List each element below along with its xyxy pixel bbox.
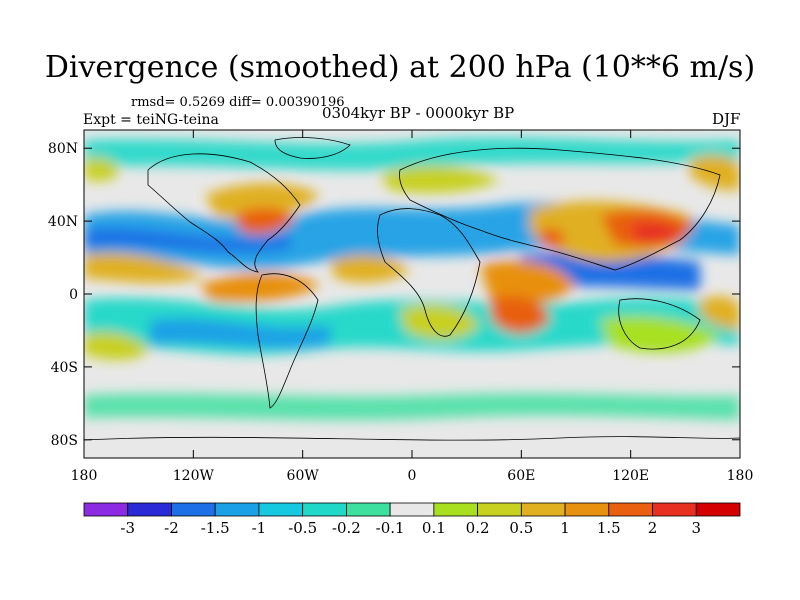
colorbar-swatch xyxy=(345,502,391,517)
colorbar-swatch xyxy=(520,502,566,517)
colorbar-swatch xyxy=(564,502,610,517)
period-label: 0304kyr BP - 0000kyr BP xyxy=(322,104,515,122)
latitude-axis: 80N 40N 0 40S 80S xyxy=(48,141,740,449)
colorbar-label: 0.1 xyxy=(422,519,446,537)
season-label: DJF xyxy=(712,110,741,128)
lon-tick-label: 60E xyxy=(507,468,535,484)
lon-tick-label: 120E xyxy=(612,468,649,484)
colorbar-swatch xyxy=(608,502,653,517)
colorbar-swatch xyxy=(433,502,479,517)
colorbar-swatch xyxy=(214,502,260,517)
lat-tick-label: 40N xyxy=(48,214,78,230)
colorbar-swatch xyxy=(258,502,304,517)
experiment-label: Expt = teiNG-teina xyxy=(83,112,219,128)
colorbar-swatch xyxy=(695,502,741,517)
colorbar-swatch xyxy=(389,502,435,517)
stats-text: rmsd= 0.5269 diff= 0.00390196 xyxy=(131,95,345,110)
colorbar-label: -2 xyxy=(164,519,179,537)
longitude-axis: 180 120W 60W 0 60E 120E 180 xyxy=(71,130,754,484)
lat-tick-label: 80S xyxy=(51,433,78,449)
colorbar-label: -0.2 xyxy=(332,519,361,537)
coastlines xyxy=(84,137,740,441)
colorbar-label: -1.5 xyxy=(201,519,230,537)
colorbar-swatch xyxy=(477,502,522,517)
colorbar-label: -3 xyxy=(120,519,135,537)
colorbar-label: -0.5 xyxy=(288,519,317,537)
divergence-field xyxy=(84,137,740,441)
lon-tick-label: 180 xyxy=(71,468,98,484)
colorbar-label: 0.2 xyxy=(466,519,490,537)
lon-tick-label: 0 xyxy=(408,468,417,484)
colorbar-swatch xyxy=(83,502,129,517)
lat-tick-label: 80N xyxy=(48,141,78,157)
lon-tick-label: 60W xyxy=(287,468,320,484)
lon-tick-label: 180 xyxy=(727,468,754,484)
colorbar-label: 0.5 xyxy=(509,519,533,537)
colorbar-label: -1 xyxy=(252,519,267,537)
lat-tick-label: 40S xyxy=(51,360,78,376)
colorbar-swatch xyxy=(302,502,347,517)
colorbar-swatch xyxy=(171,502,216,517)
colorbar-label: 3 xyxy=(691,519,701,537)
colorbar-label: 1 xyxy=(560,519,570,537)
plot-title: Divergence (smoothed) at 200 hPa (10**6 … xyxy=(44,50,756,85)
colorbar-label: 2 xyxy=(648,519,658,537)
lat-tick-label: 0 xyxy=(69,287,78,303)
colorbar: -3 -2 -1.5 -1 -0.5 -0.2 -0.1 0.1 0.2 0.5 1 1.5 2 3 xyxy=(83,502,741,537)
colorbar-swatch xyxy=(652,502,697,517)
lon-tick-label: 120W xyxy=(173,468,215,484)
colorbar-label: -0.1 xyxy=(376,519,405,537)
colorbar-swatch xyxy=(127,502,172,517)
colorbar-label: 1.5 xyxy=(597,519,621,537)
